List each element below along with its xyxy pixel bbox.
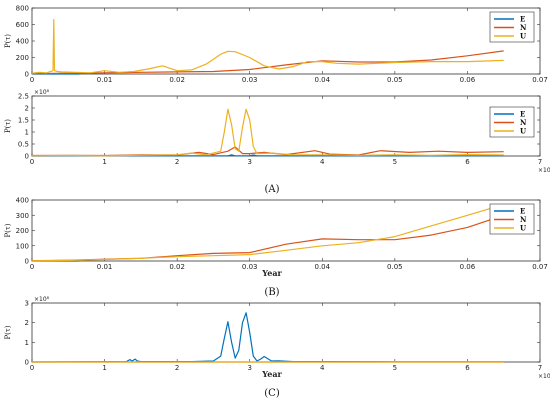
chart-panel-a1: 0 0.01 0.02 0.03 0.04 0.05 0.06 0.07 0 200 400 600 8…: [4, 5, 548, 85]
y-tick-label: 300: [16, 212, 29, 220]
legend-entry-u: U: [520, 127, 526, 136]
x-tick-label: 0.01: [97, 76, 113, 84]
x-tick-label: 5: [393, 158, 397, 166]
series-line-e: [31, 312, 504, 363]
y-tick-label: 1: [25, 339, 29, 347]
legend-entry-n: N: [520, 118, 527, 127]
x-tick-label: 6: [465, 158, 470, 166]
x-tick-label: 1: [102, 158, 106, 166]
x-tick-label: 0.02: [169, 263, 185, 271]
x-tick-label: 5: [393, 364, 397, 372]
series-line-n: [31, 146, 504, 157]
series-line-u: [31, 19, 504, 74]
y-tick-label: 3: [25, 300, 29, 308]
y-tick-label: 400: [16, 38, 29, 46]
legend: ENU: [489, 11, 535, 43]
panel-label-b: (B): [264, 287, 279, 298]
y-tick-label: 2: [25, 319, 29, 327]
series-line-u: [31, 204, 504, 262]
y-axis-exponent: ×10⁸: [34, 296, 50, 303]
x-tick-label: 3: [247, 158, 251, 166]
x-tick-label: 1: [102, 364, 106, 372]
y-tick-label: 2.5: [18, 93, 29, 101]
chart-panel-c: 0 1 2 3 4 5 6 7 0 1 2 3 P(τ) Year ×10⁸ ×10⁻³: [4, 296, 550, 380]
y-axis-label: P(τ): [4, 223, 12, 237]
y-tick-label: 100: [16, 242, 29, 250]
x-tick-label: 0: [30, 263, 34, 271]
x-tick-label: 7: [538, 158, 542, 166]
y-tick-label: 600: [16, 21, 29, 29]
y-tick-label: 1: [25, 129, 29, 137]
x-tick-label: 7: [538, 364, 542, 372]
x-tick-label: 0.01: [97, 263, 113, 271]
x-axis-exponent: ×10⁻³: [538, 373, 550, 380]
plot-frame: [31, 95, 541, 157]
y-axis-label: P(τ): [4, 119, 12, 133]
x-tick-label: 2: [175, 364, 179, 372]
y-tick-label: 0.5: [18, 141, 29, 149]
y-tick-label: 400: [16, 197, 29, 205]
y-axis-label: P(τ): [4, 34, 12, 48]
legend-entry-n: N: [520, 23, 527, 32]
series-line-e: [31, 154, 504, 157]
x-tick-label: 0.04: [314, 263, 330, 271]
plot-frame: [31, 199, 541, 262]
x-tick-label: 0.03: [242, 263, 258, 271]
panel-label-c: (C): [264, 388, 280, 399]
x-tick-label: 0.06: [460, 76, 476, 84]
x-tick-label: 0: [30, 76, 34, 84]
legend-entry-u: U: [520, 224, 526, 233]
x-tick-label: 4: [320, 364, 325, 372]
series-line-n: [31, 50, 504, 75]
legend-entry-u: U: [520, 32, 526, 41]
series-line-u: [31, 108, 504, 157]
y-tick-label: 800: [16, 5, 29, 13]
x-tick-label: 0.07: [532, 76, 548, 84]
y-tick-label: 1.5: [18, 117, 29, 125]
plot-frame: [31, 7, 541, 75]
x-tick-label: 3: [247, 364, 251, 372]
y-tick-label: 200: [16, 227, 29, 235]
x-tick-label: 0.05: [387, 76, 403, 84]
x-tick-label: 0.03: [242, 76, 258, 84]
legend-entry-n: N: [520, 215, 527, 224]
x-tick-label: 0.04: [314, 76, 330, 84]
x-axis-exponent: ×10⁻³: [538, 167, 550, 174]
legend: ENU: [489, 203, 535, 235]
y-tick-label: 0: [25, 153, 29, 161]
y-axis-exponent: ×10⁸: [34, 89, 50, 96]
x-tick-label: 0.02: [169, 76, 185, 84]
legend-entry-e: E: [520, 207, 525, 216]
legend-entry-e: E: [520, 15, 525, 24]
y-tick-label: 0: [25, 359, 29, 367]
x-axis-label: Year: [261, 369, 282, 379]
x-tick-label: 4: [320, 158, 325, 166]
chart-panel-b: 0 0.01 0.02 0.03 0.04 0.05 0.06 0.07 0 100 200 300 4…: [4, 197, 548, 279]
y-tick-label: 0: [25, 71, 29, 79]
chart-panel-a2: 0 1 2 3 4 5 6 7 0 0.5 1 1.5 2 2.5 P(τ) ×10⁸ ×10⁻³ ENU: [4, 89, 550, 174]
legend-entry-e: E: [520, 110, 525, 119]
x-tick-label: 0.05: [387, 263, 403, 271]
y-tick-label: 2: [25, 105, 29, 113]
y-tick-label: 200: [16, 54, 29, 62]
series-line-n: [31, 214, 504, 262]
x-tick-label: 0.06: [460, 263, 476, 271]
x-tick-label: 0: [30, 364, 34, 372]
y-tick-label: 0: [25, 258, 29, 266]
y-axis-label: P(τ): [4, 325, 12, 339]
x-tick-label: 0: [30, 158, 34, 166]
plot-frame: [31, 302, 541, 363]
legend: ENU: [489, 106, 535, 138]
x-tick-label: 2: [175, 158, 179, 166]
panel-label-a: (A): [264, 184, 279, 195]
x-tick-label: 0.07: [532, 263, 548, 271]
x-tick-label: 6: [465, 364, 470, 372]
x-axis-label: Year: [261, 268, 282, 278]
